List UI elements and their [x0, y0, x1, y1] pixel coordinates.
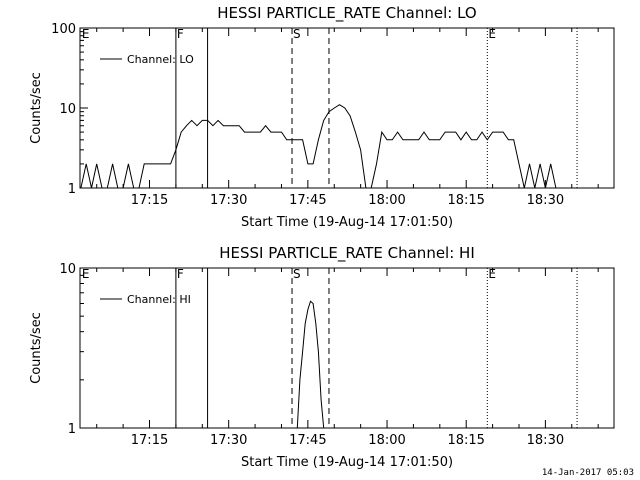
x-tick-label: 17:45 — [289, 433, 326, 448]
footer-timestamp: 14-Jan-2017 05:03 — [541, 468, 634, 478]
x-tick-label: 18:00 — [368, 433, 405, 448]
y-tick-label: 100 — [51, 22, 76, 37]
y-axis-label: Counts/sec — [29, 72, 44, 144]
y-tick-label: 1 — [68, 422, 76, 437]
event-marker-label: F — [177, 267, 184, 281]
x-tick-label: 18:30 — [527, 193, 564, 208]
x-tick-label: 17:30 — [210, 193, 247, 208]
y-axis-label: Counts/sec — [29, 312, 44, 384]
event-marker-label: E — [488, 267, 496, 281]
x-tick-label: 17:15 — [131, 193, 168, 208]
series-line — [80, 104, 562, 189]
event-marker-label: S — [293, 27, 301, 41]
chart-title: HESSI PARTICLE_RATE Channel: HI — [219, 244, 475, 263]
x-axis-label: Start Time (19-Aug-14 17:01:50) — [241, 455, 453, 470]
legend-label: Channel: HI — [127, 293, 191, 306]
event-marker-label: E — [488, 27, 496, 41]
x-tick-label: 18:15 — [447, 433, 484, 448]
x-tick-label: 17:15 — [131, 433, 168, 448]
event-marker-label: E — [82, 267, 90, 281]
plot-frame — [79, 267, 615, 429]
x-tick-label: 18:00 — [368, 193, 405, 208]
legend-label: Channel: LO — [127, 53, 194, 66]
series-line — [294, 300, 325, 429]
event-marker-label: S — [293, 267, 301, 281]
y-tick-label: 1 — [68, 182, 76, 197]
chart-title: HESSI PARTICLE_RATE Channel: LO — [217, 4, 476, 23]
x-axis-label: Start Time (19-Aug-14 17:01:50) — [241, 215, 453, 230]
event-marker-label: E — [82, 27, 90, 41]
x-tick-label: 17:45 — [289, 193, 326, 208]
x-tick-label: 17:30 — [210, 433, 247, 448]
x-tick-label: 18:15 — [447, 193, 484, 208]
y-tick-label: 10 — [59, 262, 76, 277]
y-tick-label: 10 — [59, 102, 76, 117]
event-marker-label: F — [177, 27, 184, 41]
x-tick-label: 18:30 — [527, 433, 564, 448]
